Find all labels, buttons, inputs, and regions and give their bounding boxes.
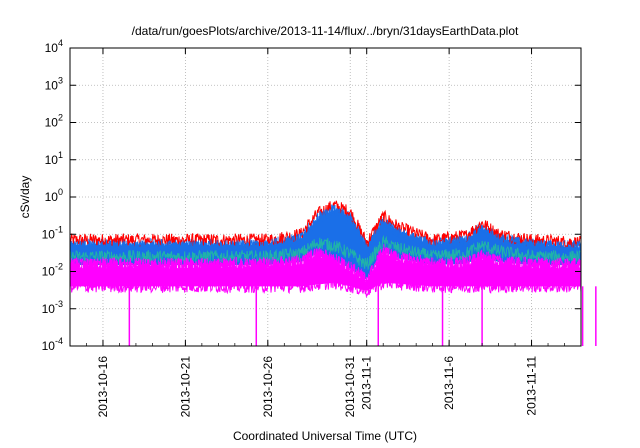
tick-layer: 10-4 10-3 10-2 10-1 100 101 102 103 104 2013-10-1… [42, 38, 582, 418]
x-tick-label: 2013-10-26 [261, 356, 275, 418]
x-tick-label: 2013-11-6 [442, 356, 456, 410]
x-tick-label: 2013-10-21 [178, 356, 192, 418]
x-tick-label: 2013-11-1 [360, 356, 374, 410]
y-tick-label: 10-3 [42, 299, 63, 316]
series-line [69, 204, 582, 255]
y-tick-label: 102 [45, 113, 63, 130]
y-tick-label: 10-4 [42, 336, 63, 353]
x-axis-title: Coordinated Universal Time (UTC) [233, 429, 417, 443]
y-tick-label: 100 [45, 187, 63, 204]
y-axis-title: cSv/day [18, 176, 32, 219]
series-layer [69, 200, 597, 346]
x-tick-label: 2013-11-11 [525, 356, 539, 416]
y-tick-label: 103 [45, 75, 63, 92]
plot-frame [69, 47, 582, 347]
y-tick-label: 101 [45, 150, 63, 167]
x-tick-label: 2013-10-16 [96, 356, 110, 418]
y-tick-label: 104 [45, 38, 63, 55]
y-tick-label: 10-2 [42, 262, 63, 279]
chart-title: /data/run/goesPlots/archive/2013-11-14/f… [132, 24, 519, 38]
x-tick-label: 2013-10-31 [343, 356, 357, 418]
y-tick-label: 10-1 [42, 224, 63, 241]
